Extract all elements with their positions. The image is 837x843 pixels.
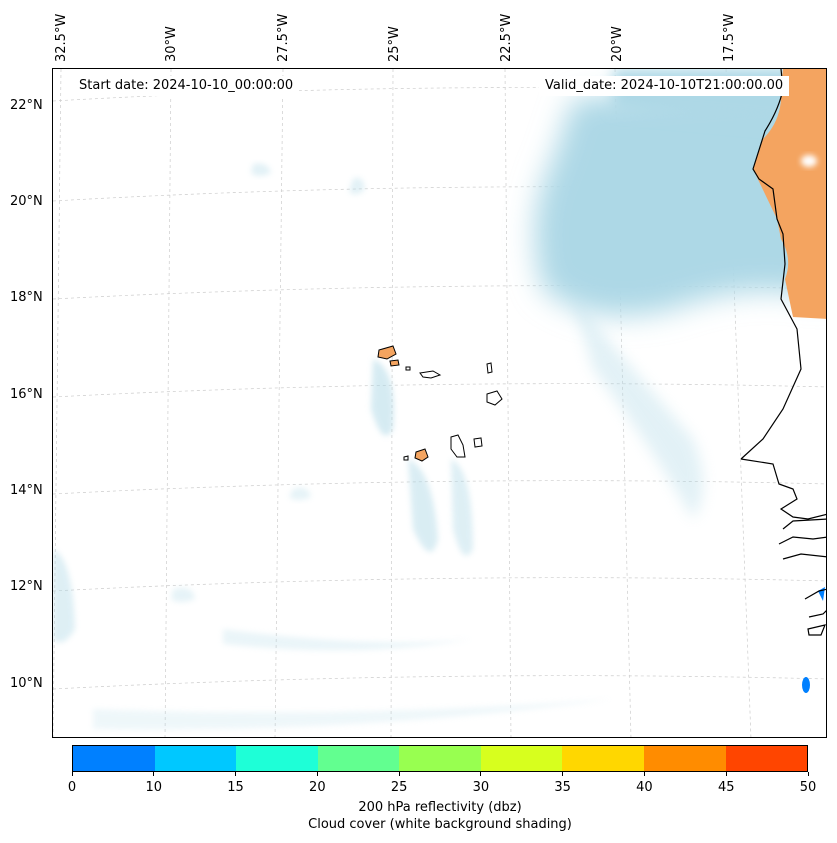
cloud-band-southeast — [573, 299, 703, 519]
colorbar-tick-label: 45 — [717, 780, 735, 795]
lon-label-20w: 20°W — [610, 26, 625, 62]
meridian-17-5w — [725, 69, 752, 737]
lat-label-18n: 18°N — [10, 290, 43, 305]
cloud-fleck-1 — [349, 177, 365, 195]
reflectivity-shading — [753, 69, 826, 693]
coast-bijagos — [804, 588, 826, 636]
map-canvas — [53, 69, 826, 737]
colorbar-tick-mark — [725, 772, 727, 776]
colorbar-segment-8 — [725, 746, 808, 771]
island-boa-vista — [486, 390, 503, 406]
island-brava — [403, 455, 409, 461]
cloud-streak-south — [223, 629, 473, 651]
cloud-fleck-2 — [251, 163, 271, 176]
parallel-14n — [53, 480, 826, 495]
colorbar-tick-mark — [562, 772, 564, 776]
lat-label-16n: 16°N — [10, 387, 43, 402]
lon-label-30w: 30°W — [164, 26, 179, 62]
colorbar-segment-0 — [73, 746, 155, 771]
coastline-west-africa — [740, 69, 826, 636]
lat-label-10n: 10°N — [10, 676, 43, 691]
lat-label-22n: 22°N — [10, 98, 43, 113]
cloud-plume-santo-antao — [371, 359, 394, 436]
cloud-fleck-3 — [289, 487, 311, 500]
lat-label-14n: 14°N — [10, 483, 43, 498]
colorbar-tick-mark — [398, 772, 400, 776]
coast-guinea-bissau — [778, 518, 826, 560]
island-maio — [473, 437, 483, 448]
colorbar-tick-mark — [480, 772, 482, 776]
colorbar-segment-2 — [236, 746, 318, 771]
meridian-22-5w — [504, 69, 512, 737]
colorbar-tick-label: 0 — [67, 780, 77, 795]
colorbar-tick-label: 40 — [636, 780, 653, 795]
island-sao-nicolau — [419, 370, 442, 379]
cloud-mass-northeast — [535, 79, 826, 316]
island-santa-luzia — [405, 366, 411, 371]
colorbar-segment-1 — [154, 746, 237, 771]
colorbar-segment-4 — [399, 746, 481, 771]
parallel-12n — [53, 577, 826, 592]
colorbar-tick-mark — [235, 772, 237, 776]
cape-verde-islands — [377, 345, 503, 462]
cloud-streak-bottom — [93, 699, 613, 730]
colorbar-tick-mark — [807, 772, 809, 776]
meridian-27-5w — [274, 69, 284, 737]
colorbar-tick-mark — [316, 772, 318, 776]
colorbar-tick-mark — [153, 772, 155, 776]
island-fogo — [414, 448, 429, 462]
colorbar-segment-7 — [643, 746, 726, 771]
lat-label-12n: 12°N — [10, 579, 43, 594]
lon-label-27-5w: 27.5°W — [276, 13, 291, 62]
coast-mauritania-senegal — [740, 69, 802, 460]
colorbar-tick-mark — [71, 772, 73, 776]
lon-label-17-5w: 17.5°W — [722, 13, 737, 62]
cloud-fleck-4 — [171, 587, 195, 602]
colorbar-label-cloud-cover: Cloud cover (white background shading) — [308, 817, 572, 832]
reflectivity-cell-coast — [818, 587, 825, 601]
cloud-plume-santiago — [451, 459, 473, 556]
meridian-30w — [164, 69, 172, 737]
colorbar-segment-3 — [317, 746, 400, 771]
colorbar-tick-label: 20 — [309, 780, 326, 795]
colorbar-tick-label: 10 — [145, 780, 163, 795]
map-panel — [52, 68, 827, 738]
island-santiago — [450, 434, 466, 458]
lon-label-25w: 25°W — [387, 26, 402, 62]
island-santo-antao — [377, 345, 397, 360]
colorbar-tick-label: 50 — [799, 780, 817, 795]
colorbar-segment-5 — [480, 746, 563, 771]
valid-date-label: Valid_date: 2024-10-10T21:00:00.00 — [539, 76, 790, 96]
parallel-20n — [53, 186, 826, 202]
lat-label-20n: 20°N — [10, 194, 43, 209]
start-date-label: Start date: 2024-10-10_00:00:00 — [73, 76, 300, 96]
coast-gambia — [740, 458, 826, 520]
colorbar — [72, 745, 808, 772]
parallel-16n — [53, 383, 826, 398]
parallel-18n — [53, 285, 826, 300]
colorbar-segment-6 — [562, 746, 644, 771]
cloud-cover-shading — [53, 69, 826, 730]
colorbar-tick-label: 15 — [227, 780, 244, 795]
cloud-plume-fogo — [408, 459, 438, 552]
meridian-25w — [390, 69, 394, 737]
colorbar-tick-mark — [643, 772, 645, 776]
island-sal — [486, 362, 493, 374]
colorbar-tick-label: 35 — [554, 780, 571, 795]
cloud-patch-west — [53, 549, 75, 643]
colorbar-label-reflectivity: 200 hPa reflectivity (dbz) — [358, 800, 522, 815]
colorbar-tick-label: 30 — [472, 780, 490, 795]
reflectivity-west-africa — [753, 69, 826, 319]
reflectivity-cell-southeast — [802, 677, 810, 693]
lon-label-32-5w: 32.5°W — [54, 13, 69, 62]
colorbar-tick-label: 25 — [390, 780, 408, 795]
parallel-10n — [53, 675, 826, 690]
island-sao-vicente — [389, 359, 400, 367]
lon-label-22-5w: 22.5°W — [499, 13, 514, 62]
meridian-20w — [614, 69, 632, 737]
reflectivity-gap — [801, 155, 817, 167]
